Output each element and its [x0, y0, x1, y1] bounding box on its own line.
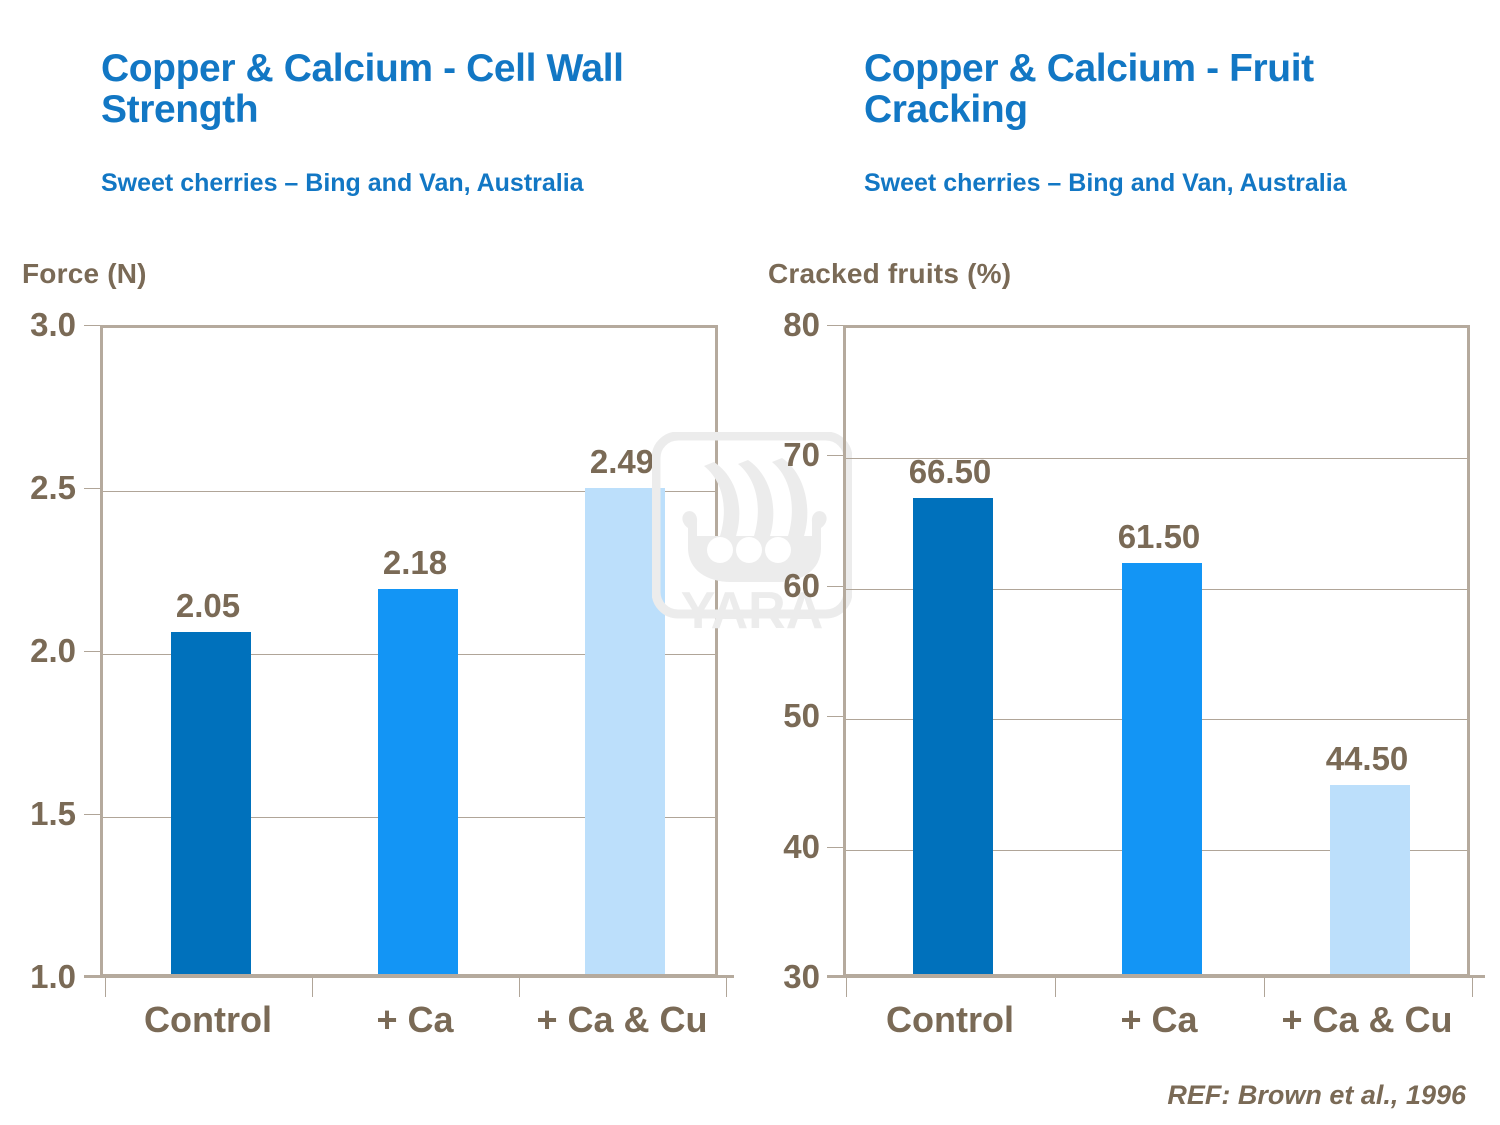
chart-panel-cell-wall-strength: Copper & Calcium - Cell Wall Strength Sw…: [22, 47, 853, 1040]
y-axis-tick-mark: [84, 325, 100, 326]
plot-area-right: [843, 325, 1470, 977]
y-axis-tick-mark: [827, 716, 843, 718]
y-axis-title-left: Force (N): [22, 258, 147, 289]
bar-value-label: 61.50: [1117, 518, 1201, 556]
bar: [171, 631, 251, 974]
bar: [378, 589, 458, 974]
x-axis-tick-mark: [845, 978, 847, 997]
y-axis-tick-label: 1.5: [30, 795, 76, 832]
bar-value-label: 2.05: [175, 586, 241, 624]
y-axis-tick-mark: [827, 585, 843, 587]
bar-series-left: [103, 328, 715, 974]
x-axis-tick-mark: [1471, 978, 1473, 997]
y-axis-tick-label: 60: [783, 566, 820, 604]
bar: [913, 498, 993, 974]
y-axis-tick-label: 30: [783, 958, 820, 995]
bar: [585, 488, 665, 974]
bar: [1330, 784, 1410, 974]
x-axis-tick-mark: [725, 978, 727, 997]
y-axis-tick-label: 2.0: [30, 632, 76, 669]
x-axis-category-label: + Ca: [1120, 999, 1198, 1040]
x-axis-line-right: [827, 975, 1485, 978]
y-axis-title-right: Cracked fruits (%): [768, 258, 1012, 289]
bar-value-label: 44.50: [1325, 739, 1409, 777]
chart-title-left: Copper & Calcium - Cell Wall Strength: [101, 47, 624, 132]
x-axis-category-label: + Ca: [376, 999, 454, 1040]
x-axis-tick-mark: [104, 978, 106, 997]
plot-area-left: [100, 325, 718, 977]
gridline: [103, 491, 715, 492]
y-axis-tick-mark: [827, 846, 843, 848]
x-axis-category-label: + Ca & Cu: [1281, 999, 1453, 1040]
reference-note: REF: Brown et al., 1996: [1167, 1080, 1466, 1110]
x-axis-tick-mark: [1054, 978, 1056, 997]
x-axis-category-label: Control: [144, 999, 272, 1040]
x-axis-line-left: [84, 975, 734, 978]
gridline: [846, 458, 1467, 460]
y-axis-tick-label: 70: [783, 436, 820, 474]
y-axis-tick-label: 80: [783, 306, 820, 343]
y-axis-tick-mark: [84, 488, 100, 489]
y-axis-tick-mark: [84, 651, 100, 652]
y-axis-tick-label: 40: [783, 827, 820, 865]
x-axis-tick-mark: [1263, 978, 1265, 997]
chart-panel-fruit-cracking: Copper & Calcium - Fruit Cracking Sweet …: [750, 0, 1500, 1125]
chart-subtitle-right: Sweet cherries – Bing and Van, Australia: [864, 169, 1347, 197]
y-axis-tick-mark: [827, 325, 843, 326]
y-axis-tick-label: 2.5: [30, 469, 76, 506]
x-axis-category-label: Control: [886, 999, 1014, 1040]
y-axis-tick-mark: [84, 814, 100, 815]
y-axis-tick-label: 50: [783, 697, 820, 735]
x-axis-tick-mark: [311, 978, 313, 997]
bar: [1122, 563, 1202, 974]
chart-title-right: Copper & Calcium - Fruit Cracking: [864, 47, 1314, 132]
y-axis-tick-mark: [827, 455, 843, 457]
x-axis-category-label: + Ca & Cu: [536, 999, 708, 1040]
bar-value-label: 2.49: [589, 443, 655, 481]
bar-value-label: 66.50: [908, 453, 992, 491]
chart-subtitle-left: Sweet cherries – Bing and Van, Australia: [101, 169, 584, 197]
bar-value-label: 2.18: [382, 544, 448, 582]
y-axis-tick-label: 3.0: [30, 306, 76, 343]
y-axis-tick-label: 1.0: [30, 958, 76, 995]
bar-series-right: [846, 328, 1467, 974]
x-axis-tick-mark: [518, 978, 520, 997]
